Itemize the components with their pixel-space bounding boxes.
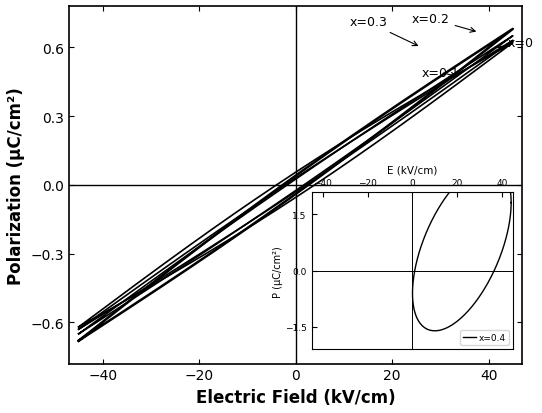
- Text: x=0.2: x=0.2: [412, 13, 475, 33]
- Text: x=0.1: x=0.1: [422, 67, 460, 80]
- Text: x=0.3: x=0.3: [349, 17, 417, 47]
- Text: x=0: x=0: [498, 37, 534, 50]
- Y-axis label: Polarization (μC/cm²): Polarization (μC/cm²): [7, 87, 25, 284]
- X-axis label: Electric Field (kV/cm): Electric Field (kV/cm): [196, 388, 396, 406]
